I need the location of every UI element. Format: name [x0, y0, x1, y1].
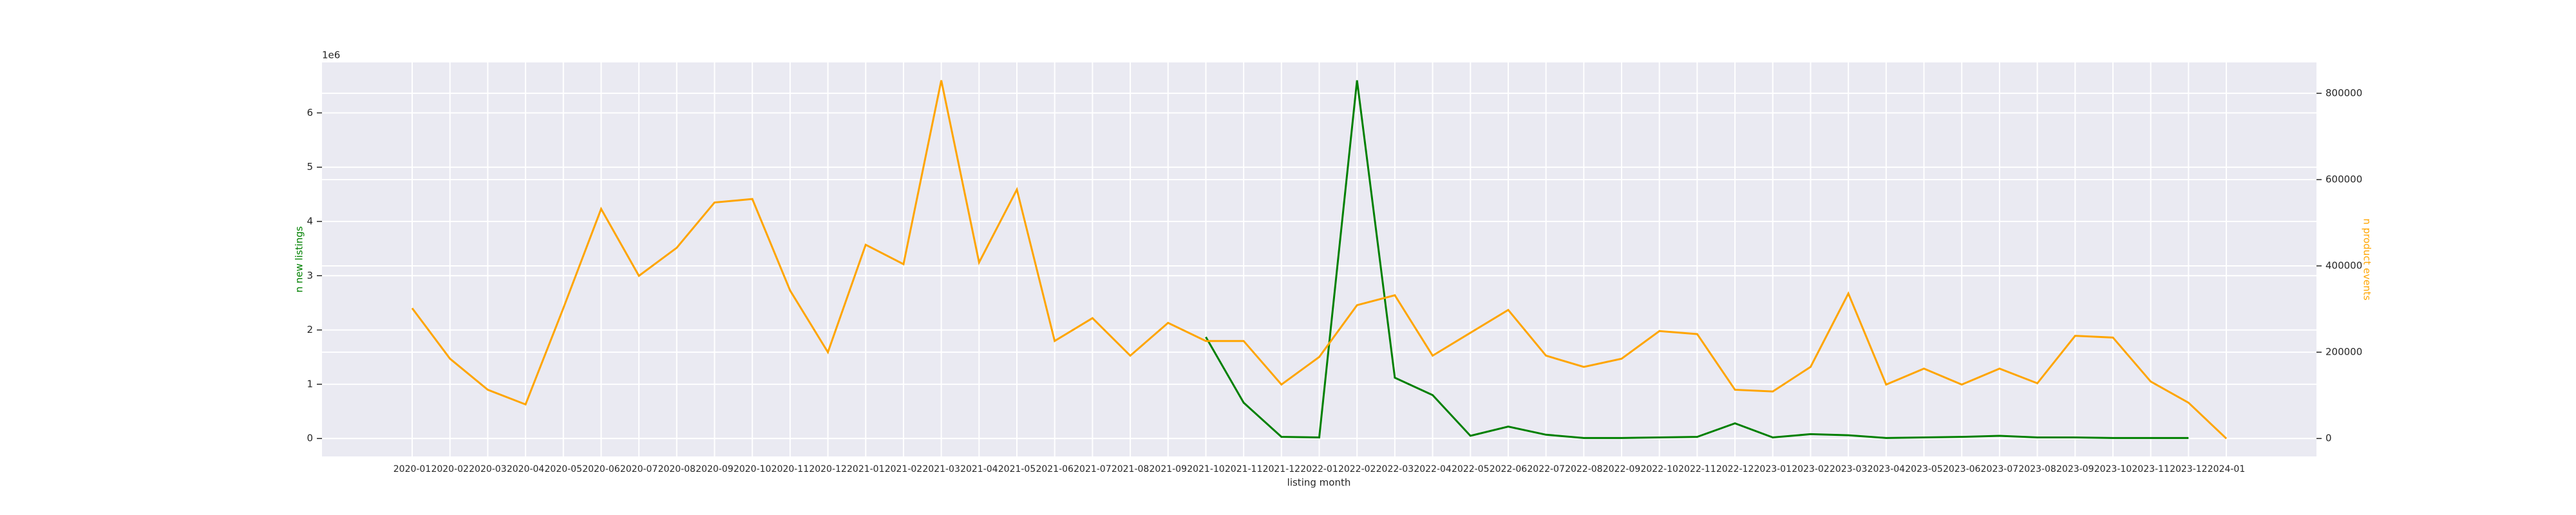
y-tick-label: 0: [307, 433, 313, 444]
y-tick-label: 6: [307, 107, 313, 118]
x-tick-label: 2021-03: [922, 464, 960, 474]
x-tick-label: 2021-11: [1225, 464, 1263, 474]
series-line: [1205, 80, 2189, 439]
x-tick-label: 2022-08: [1565, 464, 1603, 474]
y-tick-label: 2: [307, 324, 313, 335]
y-tick-label: 4: [307, 215, 313, 227]
y2-tick-label: 800000: [2325, 87, 2362, 98]
x-tick-label: 2022-09: [1603, 464, 1641, 474]
x-tick-label: 2020-08: [658, 464, 696, 474]
x-tick-label: 2022-10: [1640, 464, 1678, 474]
x-tick-label: 2023-04: [1868, 464, 1906, 474]
x-tick-label: 2021-09: [1150, 464, 1188, 474]
x-tick-label: 2020-10: [734, 464, 772, 474]
x-tick-label: 2023-02: [1792, 464, 1830, 474]
y2-tick-label: 600000: [2325, 173, 2362, 185]
x-tick-label: 2020-07: [620, 464, 658, 474]
x-tick-label: 2020-11: [772, 464, 810, 474]
x-tick-label: 2023-06: [1943, 464, 1981, 474]
x-tick-label: 2023-03: [1830, 464, 1868, 474]
y-offset-label: 1e6: [322, 50, 340, 61]
series-line: [411, 80, 2228, 440]
x-tick-label: 2023-10: [2094, 464, 2132, 474]
x-tick-label: 2020-03: [469, 464, 507, 474]
x-tick-label: 2020-05: [545, 464, 583, 474]
x-tick-label: 2021-08: [1112, 464, 1150, 474]
x-tick-label: 2021-12: [1263, 464, 1301, 474]
x-axis-label: listing month: [1287, 477, 1351, 489]
x-tick-label: 2021-05: [998, 464, 1036, 474]
x-tick-label: 2022-01: [1300, 464, 1338, 474]
x-tick-label: 2021-02: [885, 464, 923, 474]
x-tick-label: 2022-07: [1527, 464, 1565, 474]
x-tick-label: 2023-11: [2132, 464, 2170, 474]
x-tick-label: 2022-03: [1376, 464, 1414, 474]
x-tick-label: 2022-04: [1414, 464, 1452, 474]
x-tick-label: 2023-09: [2056, 464, 2094, 474]
x-tick-label: 2022-06: [1490, 464, 1528, 474]
x-tick-label: 2021-04: [960, 464, 998, 474]
x-tick-label: 2020-06: [582, 464, 620, 474]
x-tick-label: 2021-06: [1036, 464, 1074, 474]
x-tick-label: 2022-05: [1452, 464, 1490, 474]
y-tick-label: 3: [307, 270, 313, 281]
y2-tick-label: 400000: [2325, 260, 2362, 272]
x-tick-label: 2020-01: [393, 464, 431, 474]
y2-axis-label: n product events: [2362, 218, 2373, 300]
x-tick-label: 2023-12: [2170, 464, 2208, 474]
x-tick-label: 2020-12: [809, 464, 847, 474]
x-tick-label: 2021-01: [847, 464, 885, 474]
x-tick-label: 2020-02: [431, 464, 469, 474]
x-tick-label: 2022-11: [1678, 464, 1716, 474]
x-tick-label: 2023-08: [2018, 464, 2056, 474]
y-tick-label: 1: [307, 378, 313, 389]
y-axis-label: n new listings: [294, 226, 305, 292]
y2-tick-label: 200000: [2325, 346, 2362, 358]
x-tick-label: 2020-04: [507, 464, 545, 474]
x-tick-label: 2020-09: [696, 464, 734, 474]
x-tick-label: 2023-05: [1905, 464, 1943, 474]
x-tick-label: 2022-12: [1716, 464, 1754, 474]
x-tick-label: 2021-10: [1187, 464, 1225, 474]
x-tick-label: 2023-01: [1754, 464, 1792, 474]
y-tick-label: 5: [307, 161, 313, 173]
x-tick-label: 2024-01: [2208, 464, 2246, 474]
x-tick-label: 2021-07: [1074, 464, 1112, 474]
x-tick-label: 2023-07: [1981, 464, 2019, 474]
y2-tick-label: 0: [2325, 433, 2332, 444]
x-tick-label: 2022-02: [1338, 464, 1376, 474]
